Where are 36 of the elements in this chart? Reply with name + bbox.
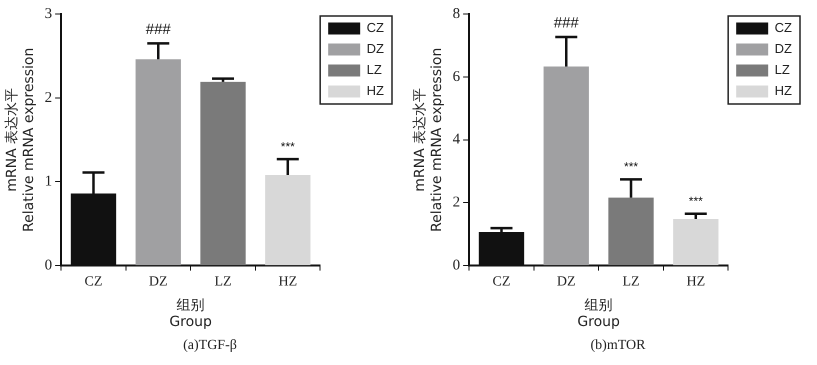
x-tick-label: HZ (686, 274, 706, 290)
y-tick-label: 2 (452, 194, 460, 211)
legend-label: CZ (774, 20, 792, 36)
legend-label: HZ (774, 83, 792, 98)
x-tick-label: LZ (622, 274, 640, 290)
legend-label: DZ (366, 41, 384, 56)
legend-label: DZ (774, 41, 792, 56)
text: (b)mTOR (590, 338, 646, 354)
legend-label: LZ (366, 62, 382, 78)
y-tick-label: 4 (452, 132, 461, 148)
x-tick-label: DZ (556, 274, 576, 290)
y-tick-label: 0 (44, 258, 52, 274)
text: (a)TGF-β (182, 338, 238, 354)
annotation: *** (280, 139, 296, 154)
annotation: ### (146, 20, 172, 38)
x-axis-title: 组别 Group (169, 297, 212, 330)
x-axis-title: 组别 Group (577, 297, 620, 330)
y-tick-label: 6 (452, 68, 461, 85)
legend-label: CZ (366, 20, 384, 36)
annotation: *** (688, 194, 704, 208)
y-axis-title: mRNA 表达水平 Relative mRNA expression (412, 48, 445, 232)
x-tick-label: HZ (278, 274, 298, 290)
legend-label: HZ (366, 83, 384, 98)
x-tick-label: LZ (214, 274, 232, 290)
legend-label: LZ (774, 62, 790, 78)
x-tick-label: CZ (84, 274, 102, 290)
y-axis-title: mRNA 表达水平 Relative mRNA expression (4, 48, 37, 232)
x-tick-label: DZ (148, 274, 168, 290)
x-tick-label: CZ (492, 274, 510, 290)
y-tick-label: 8 (452, 6, 460, 22)
annotation: *** (624, 160, 638, 174)
y-tick-label: 1 (44, 174, 52, 190)
y-tick-label: 2 (44, 90, 52, 106)
y-tick-label: 0 (452, 258, 460, 274)
y-tick-label: 3 (44, 6, 52, 22)
annotation: ### (554, 14, 580, 32)
